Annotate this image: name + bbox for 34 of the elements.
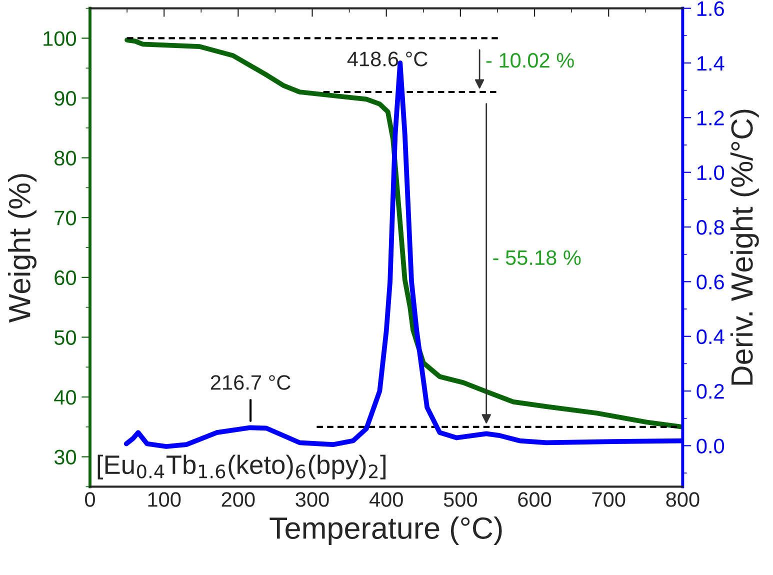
- y-tick-label: 80: [54, 150, 76, 166]
- annotation: - 10.02 %: [486, 52, 574, 68]
- x-tick-label: 400: [369, 492, 403, 507]
- x-tick-label: 500: [444, 492, 478, 507]
- y-axis-title: Weight (%): [8, 174, 36, 323]
- y2-tick-label: 1.0: [697, 165, 724, 180]
- y2-tick-label: 0.0: [696, 438, 724, 454]
- x-axis-title: Temperature (°C): [270, 516, 502, 546]
- text: [Eu$_{0.4}$Tb$_{1.6}$(keto)$_{6}$(bpy)$_{2}$]: [98, 454, 386, 480]
- y2-tick-label: 1.4: [697, 56, 724, 71]
- x-tick-label: 800: [666, 492, 700, 507]
- x-tick-label: 600: [518, 492, 552, 507]
- y-tick-label: 90: [54, 91, 76, 106]
- x-tick-label: 100: [148, 492, 181, 507]
- x-tick-label: 300: [296, 492, 329, 507]
- y-tick-label: 100: [44, 31, 76, 46]
- x-tick-label: 700: [592, 492, 626, 507]
- x-tick-label: 200: [222, 492, 255, 507]
- y2-tick-label: 0.8: [696, 220, 724, 235]
- y-tick-label: 70: [54, 210, 76, 226]
- y-tick-label: 60: [54, 270, 76, 286]
- y-tick-label: 40: [54, 390, 76, 405]
- y2-axis-title: Deriv. Weight (%/°C): [730, 110, 759, 385]
- y2-tick-label: 0.2: [696, 384, 724, 399]
- annotation: - 55.18 %: [493, 250, 581, 266]
- y-tick-label: 30: [54, 450, 76, 465]
- annotation: 418.6 °C: [347, 52, 428, 66]
- y-tick-label: 50: [54, 330, 76, 345]
- y2-tick-label: 1.6: [697, 1, 724, 16]
- y2-tick-label: 0.6: [696, 274, 724, 290]
- x-tick-label: 0: [85, 492, 95, 507]
- y2-tick-label: 0.4: [696, 329, 724, 344]
- y2-tick-label: 1.2: [697, 110, 724, 126]
- annotation: 216.7 °C: [210, 375, 290, 390]
